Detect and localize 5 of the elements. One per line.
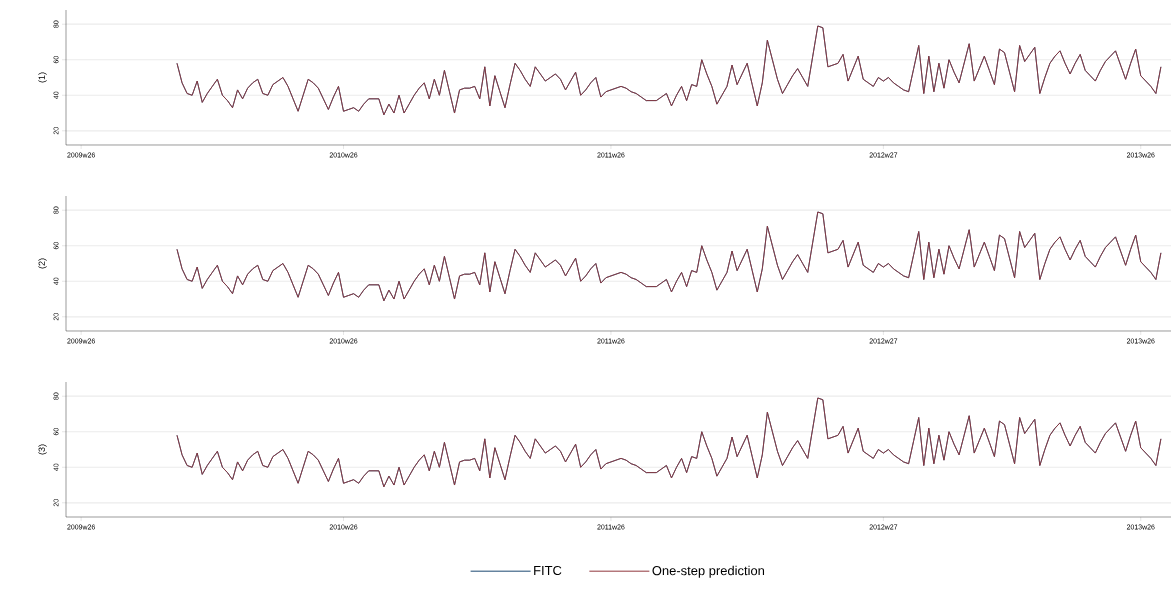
y-axis-title: (1): [38, 72, 47, 83]
legend-label: One-step prediction: [652, 565, 765, 578]
y-axis-title: (2): [38, 258, 47, 269]
y-axis-title: (3): [38, 444, 47, 455]
legend-label: FITC: [534, 565, 562, 576]
